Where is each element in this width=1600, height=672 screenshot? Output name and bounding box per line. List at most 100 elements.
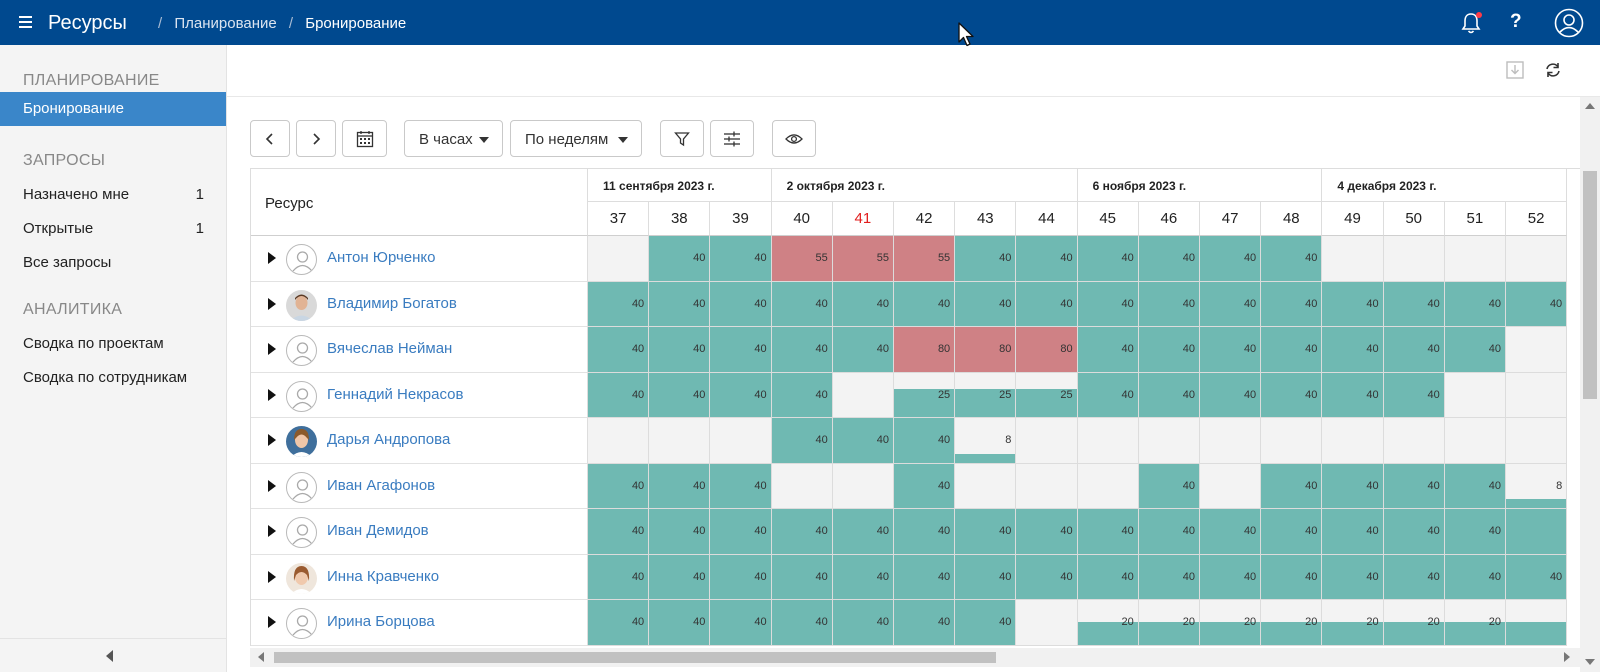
expand-row-icon[interactable]	[268, 525, 276, 537]
booking-cell[interactable]: 40	[710, 372, 772, 418]
units-select[interactable]: В часах	[404, 120, 503, 157]
sidebar-item-all-requests[interactable]: Все запросы	[0, 246, 226, 280]
booking-cell[interactable]	[1506, 418, 1568, 464]
booking-cell[interactable]: 40	[1261, 372, 1323, 418]
booking-cell[interactable]: 40	[894, 509, 956, 555]
booking-cell[interactable]: 40	[1383, 463, 1445, 509]
booking-cell[interactable]: 40	[710, 509, 772, 555]
booking-cell[interactable]: 40	[649, 554, 711, 600]
sidebar-item-open[interactable]: Открытые 1	[0, 212, 226, 246]
resource-name-link[interactable]: Геннадий Некрасов	[327, 385, 464, 403]
booking-cell[interactable]: 20	[1383, 600, 1445, 646]
booking-cell[interactable]: 40	[771, 327, 833, 373]
booking-cell[interactable]: 40	[894, 554, 956, 600]
booking-cell[interactable]: 40	[1506, 554, 1568, 600]
resource-name-link[interactable]: Иван Агафонов	[327, 476, 436, 494]
booking-cell[interactable]: 40	[832, 600, 894, 646]
booking-cell[interactable]	[649, 418, 711, 464]
booking-cell[interactable]	[1261, 645, 1323, 646]
booking-cell[interactable]	[1383, 418, 1445, 464]
resource-name-link[interactable]: Дарья Андропова	[327, 431, 451, 448]
booking-cell[interactable]	[1261, 418, 1323, 464]
booking-cell[interactable]: 20	[1261, 600, 1323, 646]
booking-cell[interactable]	[1138, 645, 1200, 646]
booking-cell[interactable]: 40	[1383, 554, 1445, 600]
booking-cell[interactable]	[588, 236, 650, 282]
vertical-scrollbar[interactable]	[1580, 97, 1600, 672]
booking-cell[interactable]: 40	[1322, 372, 1384, 418]
booking-cell[interactable]	[1322, 645, 1384, 646]
sidebar-item-project-summary[interactable]: Сводка по проектам	[0, 327, 226, 361]
resource-name-link[interactable]: Инна Кравченко	[327, 567, 440, 585]
booking-cell[interactable]	[771, 645, 833, 646]
display-settings-button[interactable]	[710, 120, 754, 157]
booking-cell[interactable]: 40	[894, 281, 956, 327]
booking-cell[interactable]: 80	[955, 327, 1017, 373]
scroll-left-icon[interactable]	[258, 652, 264, 662]
booking-cell[interactable]	[1016, 418, 1078, 464]
booking-cell[interactable]: 40	[1138, 236, 1200, 282]
booking-cell[interactable]	[1506, 236, 1568, 282]
filter-button[interactable]	[660, 120, 704, 157]
booking-cell[interactable]: 40	[771, 554, 833, 600]
booking-cell[interactable]: 40	[832, 281, 894, 327]
booking-cell[interactable]: 40	[955, 600, 1017, 646]
booking-cell[interactable]: 40	[1444, 509, 1506, 555]
booking-cell[interactable]: 40	[771, 372, 833, 418]
sidebar-item-employee-summary[interactable]: Сводка по сотрудникам	[0, 361, 226, 395]
booking-cell[interactable]: 40	[710, 463, 772, 509]
booking-cell[interactable]: 40	[649, 600, 711, 646]
booking-cell[interactable]: 40	[1200, 554, 1262, 600]
booking-cell[interactable]: 20	[1077, 600, 1139, 646]
booking-cell[interactable]: 40	[1200, 236, 1262, 282]
horizontal-scrollbar-thumb[interactable]	[274, 652, 996, 663]
booking-cell[interactable]	[771, 463, 833, 509]
booking-cell[interactable]: 40	[588, 463, 650, 509]
booking-cell[interactable]	[1506, 372, 1568, 418]
booking-cell[interactable]	[710, 418, 772, 464]
booking-cell[interactable]	[1444, 236, 1506, 282]
booking-cell[interactable]	[1138, 418, 1200, 464]
booking-cell[interactable]: 40	[1322, 509, 1384, 555]
booking-cell[interactable]: 40	[1200, 372, 1262, 418]
expand-row-icon[interactable]	[268, 343, 276, 355]
booking-cell[interactable]: 40	[955, 281, 1017, 327]
booking-cell[interactable]: 40	[894, 418, 956, 464]
booking-cell[interactable]	[649, 645, 711, 646]
booking-cell[interactable]	[1322, 236, 1384, 282]
booking-cell[interactable]	[710, 645, 772, 646]
booking-cell[interactable]: 80	[1016, 327, 1078, 373]
booking-cell[interactable]: 40	[1444, 463, 1506, 509]
booking-cell[interactable]: 40	[649, 281, 711, 327]
booking-cell[interactable]: 40	[1016, 281, 1078, 327]
booking-cell[interactable]: 20	[1200, 600, 1262, 646]
horizontal-scrollbar[interactable]	[250, 648, 1581, 667]
booking-cell[interactable]	[1016, 645, 1078, 646]
booking-cell[interactable]	[1200, 463, 1262, 509]
booking-cell[interactable]: 40	[710, 554, 772, 600]
resource-name-link[interactable]: Владимир Богатов	[327, 294, 457, 312]
booking-cell[interactable]: 40	[1077, 236, 1139, 282]
refresh-icon[interactable]	[1542, 59, 1564, 81]
booking-cell[interactable]: 40	[1200, 509, 1262, 555]
booking-cell[interactable]: 40	[1261, 327, 1323, 373]
booking-cell[interactable]: 40	[1322, 554, 1384, 600]
booking-cell[interactable]: 40	[1016, 509, 1078, 555]
booking-cell[interactable]: 40	[588, 554, 650, 600]
booking-cell[interactable]	[1200, 645, 1262, 646]
booking-cell[interactable]: 40	[894, 463, 956, 509]
booking-cell[interactable]: 40	[588, 372, 650, 418]
booking-cell[interactable]: 40	[710, 236, 772, 282]
booking-cell[interactable]	[1444, 372, 1506, 418]
booking-cell[interactable]	[832, 372, 894, 418]
booking-cell[interactable]: 80	[894, 327, 956, 373]
resource-column-header[interactable]: Ресурс	[251, 169, 588, 236]
booking-cell[interactable]: 40	[1383, 372, 1445, 418]
menu-icon[interactable]	[16, 12, 36, 32]
booking-cell[interactable]: 40	[1383, 327, 1445, 373]
expand-row-icon[interactable]	[268, 479, 276, 492]
booking-cell[interactable]: 25	[894, 372, 956, 418]
export-icon[interactable]	[1504, 59, 1526, 81]
resource-name-link[interactable]: Ирина Борцова	[327, 613, 435, 630]
booking-cell[interactable]: 40	[1138, 509, 1200, 555]
